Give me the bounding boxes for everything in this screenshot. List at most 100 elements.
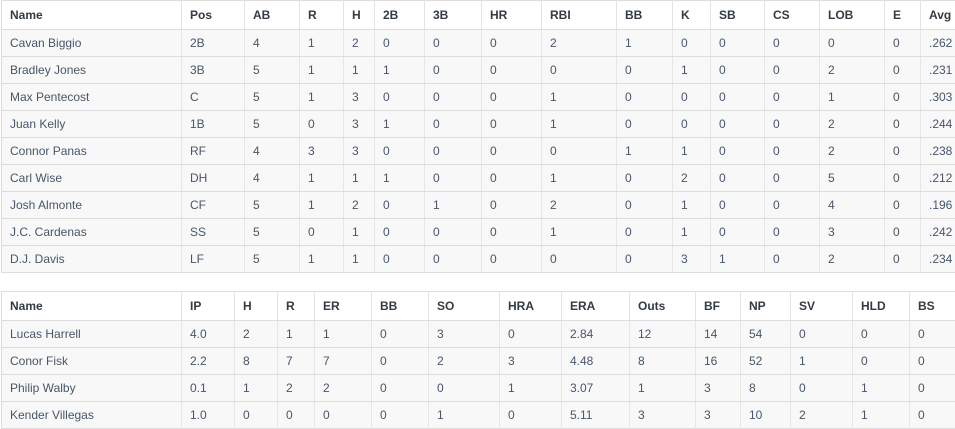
pitching-cell-er: 0: [315, 402, 372, 429]
pitching-cell-hld: 0: [853, 321, 910, 348]
column-header-name[interactable]: Name: [2, 292, 182, 321]
batting-cell-bb: 0: [617, 192, 673, 219]
column-header-bf[interactable]: BF: [696, 292, 741, 321]
pitching-cell-np: 54: [741, 321, 791, 348]
batting-cell-hr: 0: [482, 219, 542, 246]
column-header-avg[interactable]: Avg: [921, 1, 955, 30]
player-name-link[interactable]: Lucas Harrell: [2, 321, 182, 348]
player-name-link[interactable]: Conor Fisk: [2, 348, 182, 375]
batting-cell-e: 0: [885, 30, 921, 57]
column-header-lob[interactable]: LOB: [820, 1, 885, 30]
column-header-bb[interactable]: BB: [617, 1, 673, 30]
batting-cell-e: 0: [885, 57, 921, 84]
column-header-r[interactable]: R: [300, 1, 344, 30]
batting-cell-r: 1: [300, 30, 344, 57]
batting-cell-b3: 0: [425, 57, 482, 84]
player-name-link[interactable]: Bradley Jones: [2, 57, 182, 84]
table-separator: [0, 273, 955, 291]
batting-cell-pos: 2B: [182, 30, 245, 57]
pitching-cell-bf: 16: [696, 348, 741, 375]
pitching-cell-bb: 0: [372, 375, 429, 402]
column-header-hr[interactable]: HR: [482, 1, 542, 30]
column-header-cs[interactable]: CS: [765, 1, 820, 30]
batting-cell-b3: 0: [425, 165, 482, 192]
batting-cell-ab: 5: [245, 192, 300, 219]
player-name-link[interactable]: Carl Wise: [2, 165, 182, 192]
column-header-er[interactable]: ER: [315, 292, 372, 321]
batting-cell-b2: 0: [375, 30, 425, 57]
batting-cell-bb: 0: [617, 165, 673, 192]
pitching-cell-er: 2: [315, 375, 372, 402]
batting-cell-hr: 0: [482, 30, 542, 57]
batting-cell-b2: 0: [375, 138, 425, 165]
column-header-outs[interactable]: Outs: [630, 292, 696, 321]
player-name-link[interactable]: Josh Almonte: [2, 192, 182, 219]
column-header-ab[interactable]: AB: [245, 1, 300, 30]
batting-cell-lob: 0: [820, 30, 885, 57]
column-header-ip[interactable]: IP: [182, 292, 235, 321]
batting-cell-b2: 0: [375, 246, 425, 273]
player-name-link[interactable]: J.C. Cardenas: [2, 219, 182, 246]
column-header-sv[interactable]: SV: [791, 292, 853, 321]
player-name-link[interactable]: Juan Kelly: [2, 111, 182, 138]
column-header-np[interactable]: NP: [741, 292, 791, 321]
batting-cell-rbi: 1: [542, 84, 617, 111]
pitching-cell-bf: 14: [696, 321, 741, 348]
column-header-so[interactable]: SO: [429, 292, 500, 321]
column-header-k[interactable]: K: [673, 1, 711, 30]
column-header-era[interactable]: ERA: [562, 292, 630, 321]
batting-cell-lob: 4: [820, 192, 885, 219]
batting-cell-b2: 1: [375, 57, 425, 84]
pitching-table-container: Name IP H R ER BB SO HRA ERA Outs BF NP …: [1, 291, 954, 429]
batting-cell-sb: 0: [711, 30, 765, 57]
batting-cell-r: 1: [300, 57, 344, 84]
player-name-link[interactable]: Cavan Biggio: [2, 30, 182, 57]
batting-table-header: Name Pos AB R H 2B 3B HR RBI BB K SB CS …: [2, 1, 955, 30]
column-header-r[interactable]: R: [278, 292, 315, 321]
batting-cell-lob: 1: [820, 84, 885, 111]
batting-cell-b3: 0: [425, 246, 482, 273]
column-header-hld[interactable]: HLD: [853, 292, 910, 321]
batting-cell-k: 0: [673, 84, 711, 111]
batting-cell-h: 1: [344, 57, 375, 84]
player-name-link[interactable]: Philip Walby: [2, 375, 182, 402]
column-header-rbi[interactable]: RBI: [542, 1, 617, 30]
pitching-table-header: Name IP H R ER BB SO HRA ERA Outs BF NP …: [2, 292, 955, 321]
batting-cell-ab: 5: [245, 84, 300, 111]
column-header-e[interactable]: E: [885, 1, 921, 30]
column-header-3b[interactable]: 3B: [425, 1, 482, 30]
batting-cell-pos: LF: [182, 246, 245, 273]
column-header-2b[interactable]: 2B: [375, 1, 425, 30]
batting-cell-avg: .234: [921, 246, 955, 273]
column-header-h[interactable]: H: [235, 292, 278, 321]
pitching-cell-ip: 0.1: [182, 375, 235, 402]
batting-cell-rbi: 1: [542, 219, 617, 246]
batting-cell-sb: 0: [711, 111, 765, 138]
player-name-link[interactable]: Max Pentecost: [2, 84, 182, 111]
batting-cell-avg: .231: [921, 57, 955, 84]
column-header-sb[interactable]: SB: [711, 1, 765, 30]
pitching-cell-r: 7: [278, 348, 315, 375]
player-name-link[interactable]: D.J. Davis: [2, 246, 182, 273]
player-name-link[interactable]: Kender Villegas: [2, 402, 182, 429]
column-header-pos[interactable]: Pos: [182, 1, 245, 30]
pitching-cell-bs: 0: [910, 402, 955, 429]
column-header-h[interactable]: H: [344, 1, 375, 30]
batting-cell-hr: 0: [482, 111, 542, 138]
batting-cell-rbi: 0: [542, 246, 617, 273]
column-header-bb[interactable]: BB: [372, 292, 429, 321]
pitching-cell-hld: 1: [853, 402, 910, 429]
batting-cell-h: 2: [344, 30, 375, 57]
player-name-link[interactable]: Connor Panas: [2, 138, 182, 165]
column-header-name[interactable]: Name: [2, 1, 182, 30]
pitching-cell-sv: 2: [791, 402, 853, 429]
column-header-hra[interactable]: HRA: [500, 292, 562, 321]
batting-cell-pos: 1B: [182, 111, 245, 138]
column-header-bs[interactable]: BS: [910, 292, 955, 321]
